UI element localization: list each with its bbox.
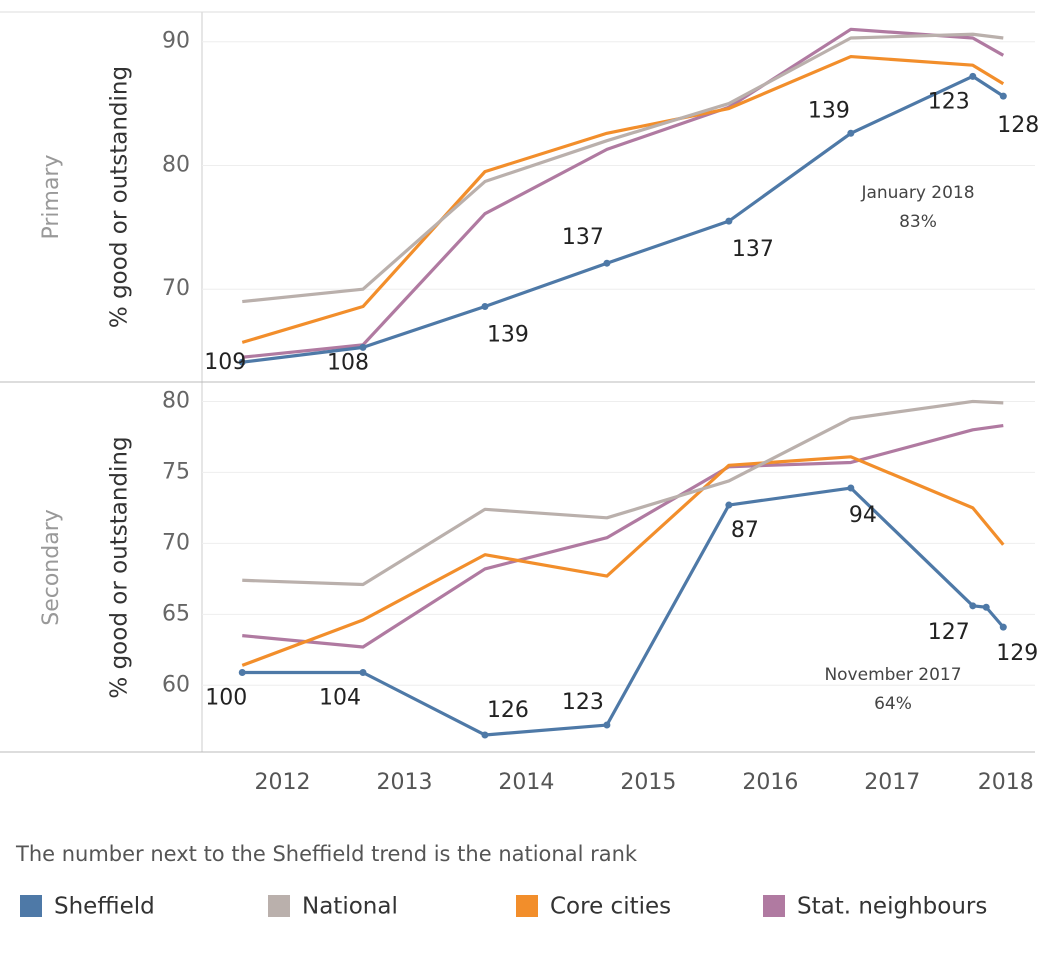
x-tick-label: 2018 <box>978 770 1034 795</box>
legend-label: National <box>302 894 398 920</box>
point <box>969 72 977 80</box>
x-tick-label: 2013 <box>376 770 432 795</box>
x-tick-label: 2012 <box>254 770 310 795</box>
point <box>847 484 855 492</box>
panel-label: Primary <box>39 154 64 239</box>
point <box>603 721 611 729</box>
rank-label: 126 <box>487 698 529 723</box>
y-tick-label: 75 <box>162 459 190 484</box>
y-axis-title: % good or outstanding <box>107 66 133 328</box>
legend-swatch <box>516 895 538 917</box>
rank-label: 128 <box>997 113 1039 138</box>
series-line <box>242 399 1004 587</box>
y-tick-label: 70 <box>162 276 190 301</box>
series-line <box>242 74 1005 364</box>
point <box>481 731 489 739</box>
legend-swatch <box>20 895 42 917</box>
point <box>725 217 733 225</box>
point <box>725 501 733 509</box>
annotation: 64% <box>874 694 912 714</box>
legend-label: Stat. neighbours <box>797 894 987 920</box>
point <box>238 358 246 366</box>
annotation: January 2018 <box>860 183 974 203</box>
annotation: November 2017 <box>824 665 961 685</box>
y-axis-title: % good or outstanding <box>107 436 133 698</box>
y-tick-label: 90 <box>162 29 190 54</box>
rank-label: 127 <box>928 620 970 645</box>
y-tick-label: 80 <box>162 388 190 413</box>
legend-label: Core cities <box>550 894 671 920</box>
x-tick-label: 2017 <box>864 770 920 795</box>
rank-label: 137 <box>562 225 604 250</box>
series-line <box>242 32 1004 304</box>
y-tick-label: 60 <box>162 672 190 697</box>
point <box>603 259 611 267</box>
point <box>238 669 246 677</box>
panel-label: Secondary <box>39 509 64 626</box>
rank-label: 100 <box>205 686 247 711</box>
point <box>847 129 855 137</box>
x-tick-label: 2015 <box>620 770 676 795</box>
point <box>481 303 489 311</box>
rank-label: 139 <box>808 98 850 123</box>
legend-swatch <box>763 895 785 917</box>
point <box>359 343 367 351</box>
rank-label: 104 <box>319 686 361 711</box>
rank-label: 94 <box>849 503 877 528</box>
y-tick-label: 65 <box>162 601 190 626</box>
rank-label: 109 <box>204 350 246 375</box>
series-line <box>242 423 1004 649</box>
series-line <box>242 27 1005 359</box>
note: The number next to the Sheffield trend i… <box>15 842 638 866</box>
rank-label: 123 <box>928 89 970 114</box>
y-tick-label: 80 <box>162 152 190 177</box>
point <box>359 669 367 677</box>
series-line <box>241 455 1005 667</box>
point <box>969 602 977 610</box>
point <box>999 92 1007 100</box>
point <box>982 603 990 611</box>
rank-label: 139 <box>487 323 529 348</box>
x-tick-label: 2016 <box>742 770 798 795</box>
rank-label: 129 <box>996 641 1038 666</box>
legend-swatch <box>268 895 290 917</box>
y-tick-label: 70 <box>162 530 190 555</box>
annotation: 83% <box>899 212 937 232</box>
rank-label: 108 <box>327 350 369 375</box>
rank-label: 137 <box>732 237 774 262</box>
rank-label: 123 <box>562 690 604 715</box>
legend-label: Sheffield <box>54 894 155 920</box>
x-tick-label: 2014 <box>498 770 554 795</box>
rank-label: 87 <box>731 518 759 543</box>
point <box>999 623 1007 631</box>
